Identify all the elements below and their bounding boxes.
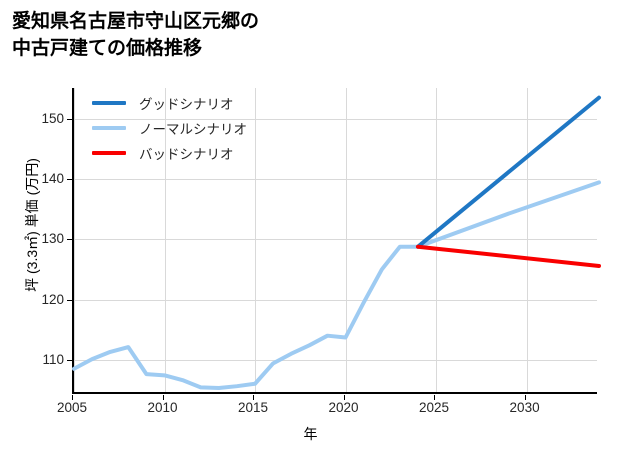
series-line-バッドシナリオ [415,244,601,268]
legend-swatch-icon [92,125,126,130]
chart-legend: グッドシナリオ ノーマルシナリオ バッドシナリオ [92,90,302,165]
gridline-y-140 [74,179,597,180]
x-tick-label-2005: 2005 [56,400,88,415]
data-series-layer [72,95,601,390]
x-tick-label-2010: 2010 [147,400,178,415]
gridline-y-130 [74,239,597,240]
y-axis-title: 坪 (3.3㎡) 単価 (万円) [24,158,40,292]
x-tick-label-2025: 2025 [419,400,450,415]
series-line-ノーマルシナリオ [72,180,601,390]
legend-item-2[interactable]: バッドシナリオ [92,140,302,165]
gridline-x-2020 [346,88,347,392]
legend-swatch-icon [92,100,126,105]
legend-label: バッドシナリオ [139,146,234,162]
legend-swatch-icon [92,150,126,155]
legend-item-0[interactable]: グッドシナリオ [92,90,302,115]
x-axis-title: 年 [303,426,318,442]
chart-title: 愛知県名古屋市守山区元郷の 中古戸建ての価格推移 [12,11,260,59]
legend-label: ノーマルシナリオ [139,121,247,137]
x-tick-mark-2010 [162,395,164,400]
gridline-y-110 [74,360,597,361]
x-tick-label-2030: 2030 [509,400,540,415]
gridline-x-2010 [165,88,166,392]
x-tick-label-2015: 2015 [238,400,269,415]
gridline-x-2015 [255,88,256,392]
x-tick-mark-2030 [524,395,526,400]
x-tick-label-2020: 2020 [328,400,359,415]
series-line-グッドシナリオ [415,95,601,249]
legend-item-1[interactable]: ノーマルシナリオ [92,115,302,140]
gridline-x-2030 [527,88,528,392]
x-tick-mark-2020 [343,395,345,400]
gridline-y-150 [74,119,597,120]
legend-label: グッドシナリオ [139,96,234,112]
x-tick-mark-2025 [434,395,436,400]
x-tick-mark-2015 [253,395,255,400]
x-tick-mark-2005 [72,395,73,400]
plot-area [72,88,601,394]
gridline-y-120 [74,300,597,301]
gridline-x-2005 [74,88,75,392]
